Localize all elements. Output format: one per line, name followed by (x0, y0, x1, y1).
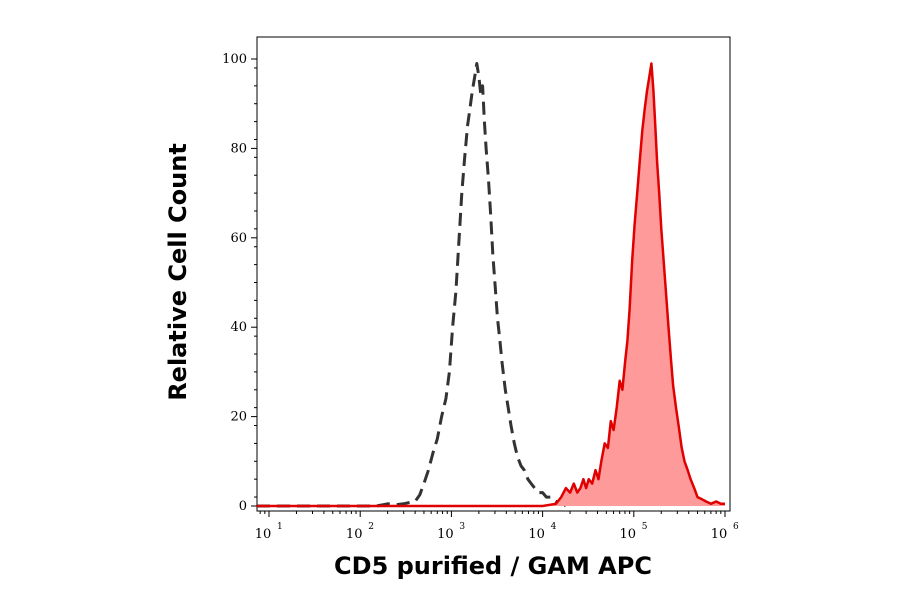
y-tick-label-0: 0 (239, 499, 247, 514)
x-tick-exp-0: 1 (277, 522, 283, 532)
x-tick-exp-4: 5 (642, 522, 648, 532)
y-axis-title: Relative Cell Count (164, 143, 192, 401)
plot-frame (256, 36, 731, 512)
x-axis: 10 1 10 2 10 3 10 4 10 5 10 6 (255, 511, 739, 542)
series-1-line (257, 62, 725, 508)
x-tick-exp-5: 6 (733, 522, 739, 532)
x-tick-exp-2: 3 (459, 522, 465, 532)
x-axis-title: CD5 purified / GAM APC (334, 552, 652, 580)
y-tick-label-1: 20 (230, 410, 247, 425)
x-tick-exp-1: 2 (368, 522, 374, 532)
y-tick-label-5: 100 (222, 52, 247, 67)
x-tick-label-3: 10 (528, 527, 545, 542)
y-tick-label-2: 40 (230, 320, 247, 335)
series-0-line (257, 62, 567, 508)
plot-area (256, 36, 731, 512)
y-axis: 0 20 40 60 80 100 (222, 52, 257, 514)
x-tick-exp-3: 4 (551, 522, 557, 532)
y-tick-label-4: 80 (230, 141, 247, 156)
x-tick-label-4: 10 (620, 527, 637, 542)
x-tick-label-1: 10 (346, 527, 363, 542)
x-tick-label-0: 10 (255, 527, 272, 542)
x-tick-label-5: 10 (711, 527, 728, 542)
x-tick-label-2: 10 (437, 527, 454, 542)
y-tick-label-3: 60 (230, 231, 247, 246)
series-layer (257, 62, 725, 508)
